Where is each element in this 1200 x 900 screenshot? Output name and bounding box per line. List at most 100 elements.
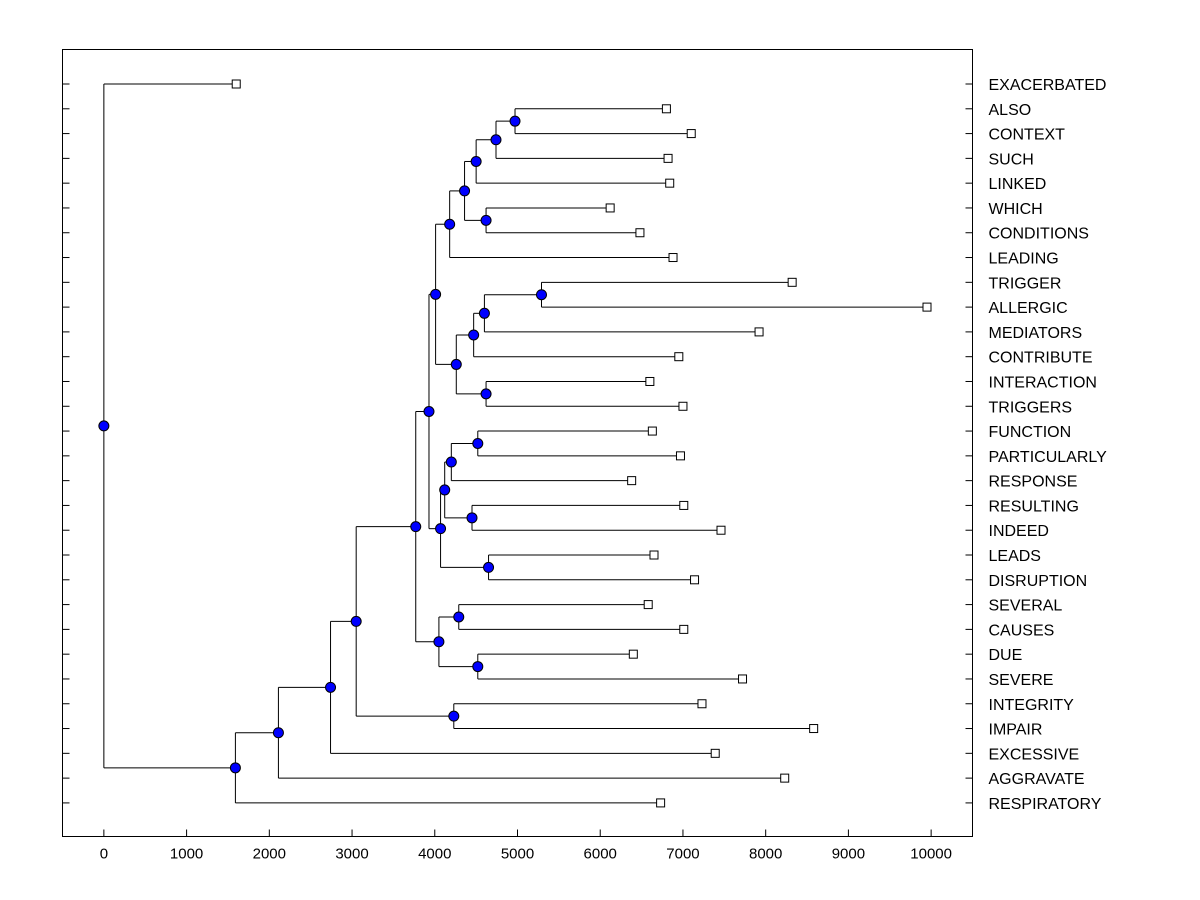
leaf-marker-causes: [679, 624, 689, 634]
merge-node-n_big: [410, 521, 422, 533]
merge-node-n_such: [490, 134, 502, 146]
merge-node-n_upper: [430, 288, 442, 300]
leaf-marker-response: [627, 476, 637, 486]
leaf-label-impair: IMPAIR: [989, 722, 1043, 739]
leaf-label-integrity: INTEGRITY: [989, 697, 1075, 714]
leaf-label-indeed: INDEED: [989, 523, 1049, 540]
leaf-label-allergic: ALLERGIC: [989, 300, 1068, 317]
leaf-marker-trigger: [787, 277, 797, 287]
merge-node-n_linked: [470, 155, 482, 167]
merge-node-n_leading: [444, 218, 456, 230]
leaf-label-several: SEVERAL: [989, 598, 1063, 615]
leaf-marker-conditions: [635, 228, 645, 238]
merge-node-n_excessive: [325, 681, 337, 693]
x-tick-label: 4000: [418, 846, 451, 863]
leaf-label-context: CONTEXT: [989, 127, 1066, 144]
leaf-label-trigger: TRIGGER: [989, 275, 1062, 292]
merge-node-n_function_group: [435, 523, 447, 535]
leaf-label-such: SUCH: [989, 151, 1034, 168]
merge-node-n_linked_which: [459, 185, 471, 197]
leaf-label-interaction: INTERACTION: [989, 374, 1097, 391]
merge-node-n_allergic_group: [450, 358, 462, 370]
leaf-marker-function: [647, 426, 657, 436]
y-axis: EXACERBATED ALSO CONTEXT SUCH LINKED WHICH CON…: [62, 77, 1108, 813]
leaf-marker-which: [605, 203, 615, 213]
leaf-label-leads: LEADS: [989, 548, 1041, 565]
x-tick-label: 6000: [584, 846, 617, 863]
leaf-label-aggravate: AGGRAVATE: [989, 771, 1085, 788]
leaf-marker-linked: [665, 178, 675, 188]
merge-node-n_contribute: [468, 329, 480, 341]
leaf-marker-resulting: [679, 500, 689, 510]
leaf-label-particularly: PARTICULARLY: [989, 449, 1108, 466]
leaf-label-also: ALSO: [989, 102, 1032, 119]
leaf-marker-indeed: [716, 525, 726, 535]
leaf-label-exacerbated: EXACERBATED: [989, 77, 1107, 94]
leaf-marker-leads: [649, 550, 659, 560]
leaf-label-conditions: CONDITIONS: [989, 226, 1089, 243]
leaf-label-linked: LINKED: [989, 176, 1047, 193]
merge-node-n_big2: [350, 615, 362, 627]
merge-node-n_respiratory: [229, 762, 241, 774]
x-axis: 0 1000 2000 3000 4000 5000 6000 7000 8000 9000 100…: [100, 829, 952, 863]
leaf-marker-allergic: [922, 302, 932, 312]
merge-node-n_interaction_triggers: [480, 388, 492, 400]
dendrogram-links: [103, 83, 927, 804]
leaf-label-respiratory: RESPIRATORY: [989, 796, 1102, 813]
x-tick-label: 0: [100, 846, 108, 863]
merge-node-n_aggravate: [272, 727, 284, 739]
leaf-marker-such: [663, 153, 673, 163]
leaf-marker-exacerbated: [231, 79, 241, 89]
leaf-marker-excessive: [710, 748, 720, 758]
merge-node-n_function_particularly: [472, 437, 484, 449]
leaf-label-disruption: DISRUPTION: [989, 573, 1088, 590]
x-tick-label: 9000: [832, 846, 865, 863]
merge-node-n_mid: [423, 405, 435, 417]
plot-frame: [62, 49, 973, 837]
merge-node-n_several_group: [433, 636, 445, 648]
x-tick-label: 8000: [749, 846, 782, 863]
merge-node-n_resulting_indeed: [466, 512, 478, 524]
leaf-markers: [231, 79, 932, 808]
leaf-marker-aggravate: [780, 773, 790, 783]
leaf-label-function: FUNCTION: [989, 424, 1072, 441]
x-tick-label: 1000: [170, 846, 203, 863]
leaf-label-contribute: CONTRIBUTE: [989, 350, 1093, 367]
x-tick-label: 7000: [666, 846, 699, 863]
leaf-label-severe: SEVERE: [989, 672, 1054, 689]
merge-nodes: [98, 115, 547, 774]
merge-node-n_leads_disruption: [483, 561, 495, 573]
leaf-marker-context: [686, 129, 696, 139]
leaf-marker-severe: [738, 674, 748, 684]
merge-node-n_several_causes: [453, 611, 465, 623]
leaf-label-due: DUE: [989, 647, 1023, 664]
x-tick-label: 2000: [253, 846, 286, 863]
merge-node-n_also_context: [509, 115, 521, 127]
leaf-label-triggers: TRIGGERS: [989, 399, 1073, 416]
leaf-marker-impair: [809, 724, 819, 734]
merge-node-n_integrity_impair: [448, 710, 460, 722]
merge-node-n_response_resulting: [439, 484, 451, 496]
leaf-label-excessive: EXCESSIVE: [989, 746, 1080, 763]
leaf-label-which: WHICH: [989, 201, 1043, 218]
leaf-marker-interaction: [645, 376, 655, 386]
leaf-marker-due: [628, 649, 638, 659]
leaf-marker-mediators: [754, 327, 764, 337]
leaf-marker-contribute: [674, 352, 684, 362]
x-tick-label: 5000: [501, 846, 534, 863]
leaf-label-mediators: MEDIATORS: [989, 325, 1083, 342]
x-tick-label: 10000: [910, 846, 952, 863]
merge-node-n_response: [445, 456, 457, 468]
leaf-label-response: RESPONSE: [989, 474, 1078, 491]
leaf-label-leading: LEADING: [989, 251, 1059, 268]
leaf-label-resulting: RESULTING: [989, 498, 1079, 515]
merge-node-n_which_conditions: [480, 214, 492, 226]
merge-node-n_mediators: [478, 307, 490, 319]
leaf-marker-respiratory: [656, 798, 666, 808]
leaf-marker-leading: [668, 253, 678, 263]
merge-node-n_root: [98, 420, 110, 432]
leaf-marker-integrity: [697, 699, 707, 709]
x-tick-label: 3000: [335, 846, 368, 863]
leaf-marker-triggers: [678, 401, 688, 411]
